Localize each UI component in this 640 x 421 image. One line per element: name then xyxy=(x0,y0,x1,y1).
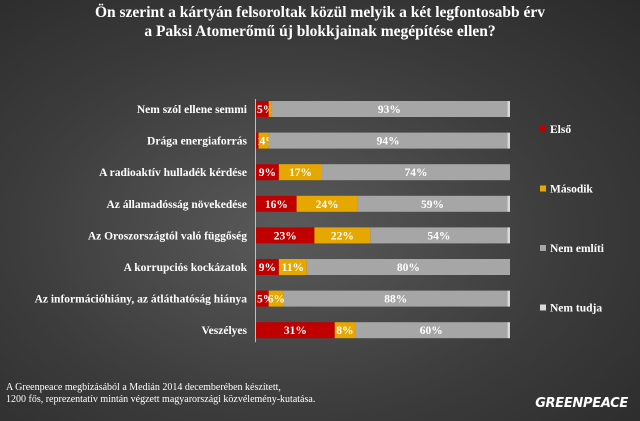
bar-segment-3 xyxy=(357,195,508,212)
data-label: 60% xyxy=(420,325,443,337)
category-label: Drága energiaforrás xyxy=(147,136,247,148)
data-label: 9% xyxy=(259,167,276,179)
bar-segment-1 xyxy=(256,290,269,307)
bar-segment-1 xyxy=(256,227,315,244)
category-label: Veszélyes xyxy=(201,325,247,337)
bar-segment-4 xyxy=(507,132,510,149)
data-label: 11% xyxy=(282,262,304,274)
data-label: 88% xyxy=(384,294,407,306)
footnote-line-2: 1200 fős, reprezentatív mintán végzett m… xyxy=(6,394,316,405)
legend-label: Második xyxy=(550,184,593,196)
data-label: 16% xyxy=(265,199,288,211)
bar-segment-1 xyxy=(256,195,297,212)
data-label: 9% xyxy=(259,262,276,274)
greenpeace-logo: GREENPEACE xyxy=(535,396,628,411)
category-label: Az információhiány, az átláthatóság hián… xyxy=(35,294,248,306)
bar-segment-3 xyxy=(268,132,508,149)
category-label: A radioaktív hulladék kérdése xyxy=(99,167,247,179)
bar-segment-3 xyxy=(271,101,508,117)
bar-segment-4 xyxy=(507,195,510,212)
bar-segment-4 xyxy=(507,101,510,117)
category-label: Nem szól ellene semmi xyxy=(137,104,248,116)
legend-label: Nem tudja xyxy=(550,303,602,315)
footnote-line-1: A Greenpeace megbízásából a Medián 2014 … xyxy=(6,382,281,393)
chart-title-line-1: Ön szerint a kártyán felsoroltak közül m… xyxy=(94,4,546,21)
data-label: 17% xyxy=(289,167,312,179)
data-label: 22% xyxy=(331,230,354,242)
data-label: 8% xyxy=(336,325,353,337)
bar-segment-2 xyxy=(268,101,272,117)
data-label: 74% xyxy=(405,167,428,179)
bar-segment-1 xyxy=(256,101,269,117)
data-label: 93% xyxy=(378,104,401,116)
data-label: 24% xyxy=(316,199,339,211)
bar-segment-3 xyxy=(322,164,510,181)
bar-segment-3 xyxy=(370,227,508,244)
bar-segment-2 xyxy=(296,195,358,212)
data-label: 23% xyxy=(274,230,297,242)
legend-swatch xyxy=(540,245,546,251)
bar-segment-2 xyxy=(258,132,269,149)
bar-segment-1 xyxy=(256,259,279,275)
bar-segment-1 xyxy=(256,132,259,149)
data-label: 80% xyxy=(397,262,420,274)
legend-swatch xyxy=(540,304,546,311)
bar-segment-1 xyxy=(256,322,335,339)
bar-segment-3 xyxy=(355,322,508,339)
data-label: 59% xyxy=(421,199,444,211)
category-label: A korrupciós kockázatok xyxy=(124,262,248,274)
legend-label: Nem említi xyxy=(550,243,605,255)
bar-segment-3 xyxy=(283,290,508,307)
bar-segment-4 xyxy=(507,227,510,244)
category-label: Az Oroszországtól való függőség xyxy=(88,230,247,242)
data-label: 31% xyxy=(284,325,307,337)
bar-segment-2 xyxy=(268,290,284,307)
bar-segment-3 xyxy=(306,259,510,275)
category-label: Az államadósság növekedése xyxy=(106,199,247,211)
legend-swatch xyxy=(540,126,546,132)
bar-segment-2 xyxy=(278,164,323,181)
legend-label: Első xyxy=(550,124,571,136)
legend-swatch xyxy=(540,185,546,192)
bar-segment-2 xyxy=(314,227,371,244)
chart-title-line-2: a Paksi Atomerőmű új blokkjainak megépít… xyxy=(144,23,496,40)
bar-segment-4 xyxy=(507,322,510,339)
data-label: 6% xyxy=(268,294,285,306)
chart-title: Ön szerint a kártyán felsoroltak közül m… xyxy=(0,3,640,41)
footnote: A Greenpeace megbízásából a Medián 2014 … xyxy=(6,382,315,406)
bar-segment-1 xyxy=(256,164,279,181)
data-label: 54% xyxy=(427,230,450,242)
bar-segment-2 xyxy=(334,322,356,339)
bar-segment-2 xyxy=(278,259,307,275)
data-label: 94% xyxy=(377,136,400,148)
bar-segment-4 xyxy=(507,290,510,307)
